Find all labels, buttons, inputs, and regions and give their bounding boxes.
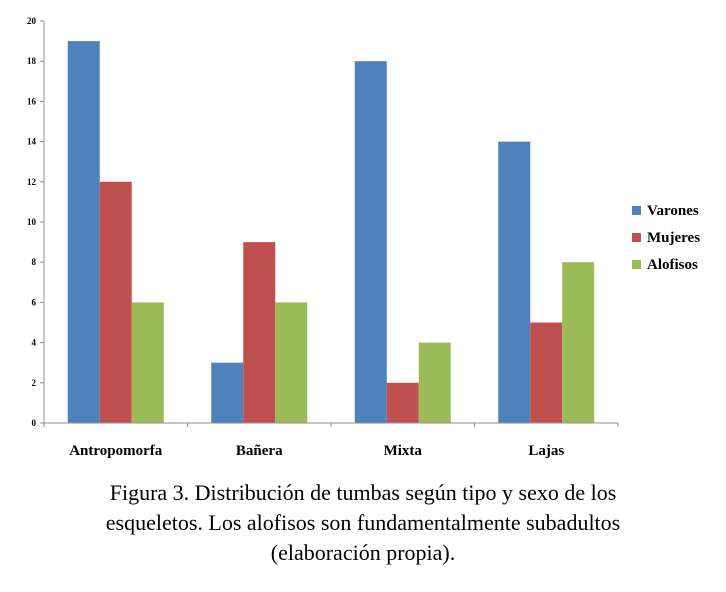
y-tick-label: 6 (32, 297, 37, 307)
bars-layer (67, 41, 595, 423)
y-tick-label: 8 (32, 257, 37, 267)
bar-varones-0 (67, 41, 100, 423)
legend-label-varones: Varones (647, 203, 699, 219)
bar-chart: Antropomorfa Bañera Mixta Lajas 0 2 4 6 8 10 12 14 1… (27, 16, 700, 459)
y-tick-label: 20 (27, 16, 37, 26)
figure-caption: Figura 3. Distribución de tumbas según t… (0, 478, 726, 568)
y-tick-label: 10 (27, 217, 37, 227)
legend-label-mujeres: Mujeres (647, 230, 700, 246)
bar-mujeres-0 (99, 181, 132, 423)
caption-line-2: esqueletos. Los alofisos son fundamental… (105, 510, 621, 535)
y-tick-label: 16 (27, 96, 37, 106)
legend-swatch-mujeres (632, 233, 641, 242)
bar-varones-1 (211, 362, 244, 423)
caption-line-1: Figura 3. Distribución de tumbas según t… (109, 480, 617, 505)
bar-mujeres-2 (386, 382, 419, 423)
x-tick-label: Antropomorfa (69, 443, 163, 459)
axes-layer: Antropomorfa Bañera Mixta Lajas 0 2 4 6 8 10 12 14 1… (27, 16, 619, 459)
bar-alofisos-0 (131, 302, 164, 423)
y-tick-label: 4 (32, 338, 37, 348)
bar-mujeres-3 (530, 322, 563, 423)
y-tick-label: 0 (32, 418, 37, 428)
bar-varones-3 (498, 141, 531, 423)
bar-alofisos-2 (418, 342, 451, 423)
legend-swatch-alofisos (632, 260, 641, 269)
x-tick-label: Lajas (528, 443, 564, 459)
legend-swatch-varones (632, 206, 641, 215)
caption-line-3: (elaboración propia). (270, 540, 456, 565)
y-tick-label: 12 (27, 177, 37, 187)
y-tick-label: 14 (27, 137, 37, 147)
legend-label-alofisos: Alofisos (647, 257, 698, 273)
legend: Varones Mujeres Alofisos (632, 203, 700, 273)
bar-mujeres-1 (243, 242, 276, 423)
y-tick-label: 2 (32, 378, 37, 388)
bar-alofisos-3 (562, 262, 595, 423)
x-tick-label: Bañera (236, 443, 283, 459)
bar-alofisos-1 (275, 302, 308, 423)
bar-varones-2 (354, 61, 387, 423)
x-tick-label: Mixta (384, 443, 423, 459)
y-tick-label: 18 (27, 56, 37, 66)
